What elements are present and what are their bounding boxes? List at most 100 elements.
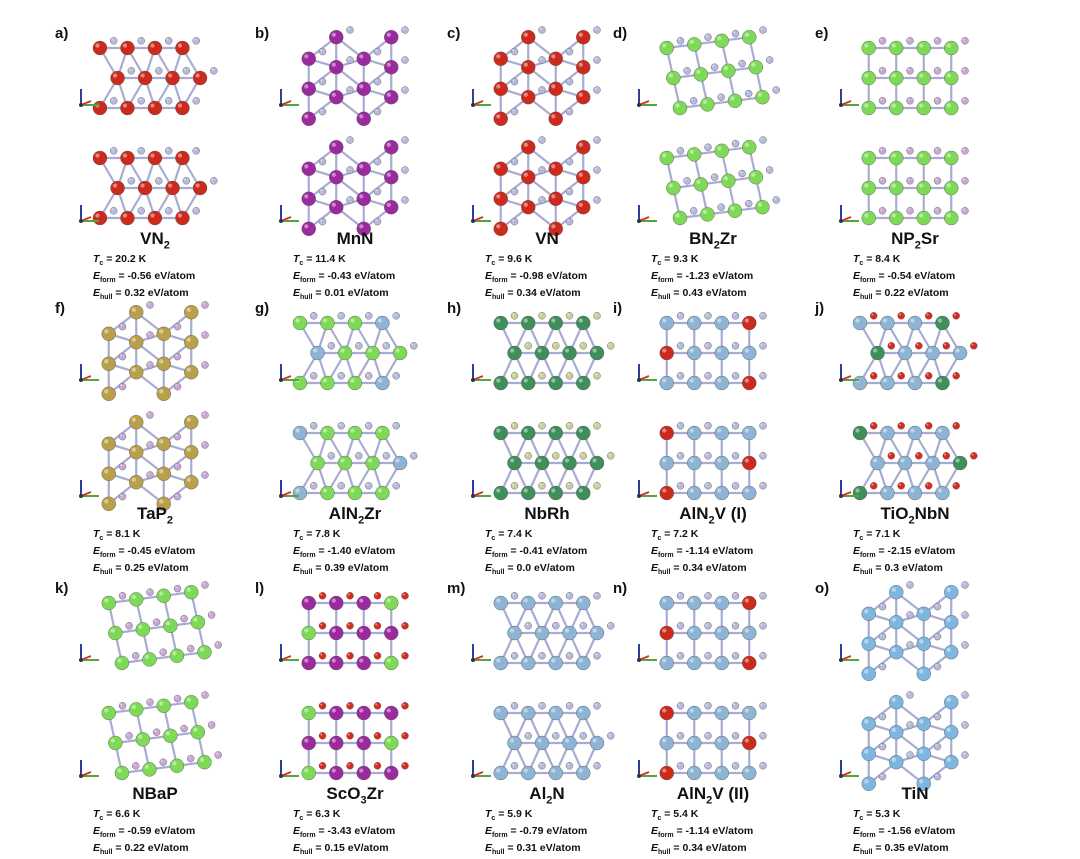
axis-origin	[637, 774, 641, 778]
formula-main: ScO	[326, 784, 361, 803]
metal-atom	[197, 644, 212, 660]
nonmetal-atom	[765, 166, 774, 174]
metal-atom	[493, 315, 508, 331]
nonmetal-atom	[759, 732, 767, 740]
atom-highlight	[907, 178, 910, 181]
nonmetal-atom	[118, 322, 127, 331]
property-value: -1.40 eV/atom	[327, 545, 396, 558]
nonmetal-atom	[731, 652, 740, 660]
atom-highlight	[717, 378, 722, 383]
property-value: 0.39 eV/atom	[324, 562, 389, 575]
atom-highlight	[175, 494, 178, 497]
equals-sign: =	[673, 270, 686, 283]
atom-highlight	[111, 148, 114, 151]
axis-origin	[79, 658, 83, 662]
nonmetal-atom	[704, 312, 712, 320]
atom-highlight	[882, 378, 888, 383]
atom-highlight	[138, 38, 142, 41]
metal-atom	[184, 584, 199, 600]
symbol-subscript: hull	[300, 294, 313, 302]
atom-highlight	[509, 348, 515, 353]
atom-highlight	[386, 658, 391, 663]
atom-highlight	[359, 768, 364, 773]
metal-atom	[169, 648, 185, 664]
metal-atom	[384, 625, 399, 641]
nonmetal-atom	[579, 622, 587, 630]
nonmetal-atom	[401, 592, 409, 600]
atom-highlight	[402, 197, 405, 200]
formula-tail: Zr	[364, 504, 382, 523]
metal-atom	[147, 210, 163, 226]
nonmetal-atom	[878, 67, 887, 75]
metal-atom	[507, 625, 522, 641]
atom-highlight	[705, 144, 708, 148]
atom-highlight	[689, 738, 694, 743]
atom-highlight	[156, 68, 159, 71]
compound-formula: TaP2	[55, 504, 255, 526]
metal-atom	[659, 345, 674, 361]
nonmetal-atom	[676, 37, 685, 45]
formula-main: AlN	[676, 784, 707, 803]
nonmetal-atom	[159, 758, 167, 766]
atom-highlight	[402, 653, 405, 656]
nonmetal-atom	[704, 452, 712, 460]
axis-origin	[79, 378, 83, 382]
nonmetal-atom	[373, 652, 382, 660]
atom-highlight	[165, 621, 170, 626]
atom-highlight	[525, 343, 529, 346]
atom-highlight	[712, 64, 715, 68]
atom-highlight	[188, 756, 191, 759]
atom-highlight	[553, 623, 556, 626]
equals-sign: =	[661, 808, 674, 820]
atom-highlight	[898, 483, 902, 486]
atom-highlight	[891, 617, 896, 622]
atom-highlight	[512, 159, 515, 162]
nonmetal-atom	[164, 37, 173, 45]
nonmetal-atom	[186, 754, 195, 763]
atom-highlight	[159, 359, 164, 364]
atom-highlight	[350, 428, 355, 433]
atom-highlight	[537, 628, 542, 633]
atom-highlight	[375, 763, 378, 766]
symbol-subscript: hull	[860, 849, 873, 857]
atom-highlight	[678, 373, 681, 376]
atom-highlight	[539, 27, 542, 30]
metal-atom	[944, 644, 959, 660]
atom-highlight	[177, 43, 183, 48]
atom-highlight	[678, 313, 681, 316]
atom-highlight	[578, 32, 583, 37]
property-ehull: Ehull = 0.34 eV/atom	[485, 287, 587, 304]
metal-atom	[301, 51, 316, 66]
metal-atom	[384, 60, 399, 75]
atom-highlight	[744, 32, 749, 37]
nonmetal-atom	[704, 702, 712, 710]
nonmetal-atom	[401, 702, 409, 710]
atom-highlight	[730, 206, 735, 211]
metal-atom	[329, 89, 344, 105]
nonmetal-atom	[173, 492, 182, 501]
metal-atom	[329, 595, 344, 611]
metal-atom	[659, 315, 674, 331]
axis-origin	[279, 494, 283, 498]
metal-atom	[870, 345, 885, 361]
property-list: Tc = 9.3 K Eform = -1.23 eV/atom Ehull = 0…	[651, 253, 753, 304]
atom-highlight	[347, 653, 350, 656]
property-value: 5.3 K	[875, 808, 901, 820]
atom-highlight	[733, 483, 736, 486]
atom-highlight	[971, 453, 974, 456]
atom-highlight	[971, 343, 974, 346]
nonmetal-atom	[173, 432, 182, 441]
panel-label: g)	[255, 300, 270, 317]
metal-atom	[889, 644, 904, 660]
nonmetal-atom	[201, 411, 209, 419]
atom-highlight	[375, 79, 378, 82]
metal-atom	[384, 139, 399, 155]
atom-highlight	[150, 103, 155, 108]
nonmetal-atom	[524, 452, 532, 460]
atom-highlight	[744, 142, 749, 147]
metal-atom	[356, 625, 371, 641]
compound-formula: AlN2Zr	[255, 504, 455, 526]
nonmetal-atom	[961, 641, 969, 649]
nonmetal-atom	[524, 342, 532, 350]
nonmetal-atom	[510, 217, 519, 226]
